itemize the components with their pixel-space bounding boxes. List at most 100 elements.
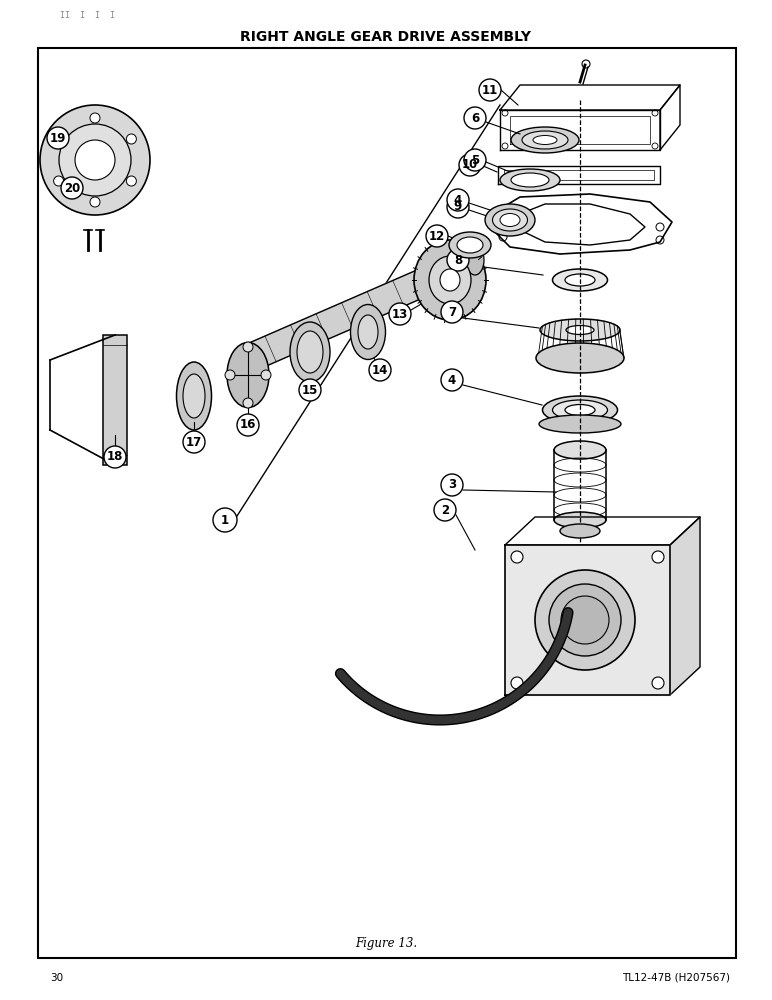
Text: 6: 6 (471, 111, 479, 124)
Circle shape (369, 359, 391, 381)
Circle shape (434, 499, 456, 521)
Text: 4: 4 (454, 194, 462, 207)
Circle shape (183, 431, 205, 453)
Circle shape (261, 370, 271, 380)
Ellipse shape (535, 570, 635, 670)
Ellipse shape (493, 209, 527, 231)
Text: 8: 8 (454, 253, 462, 266)
Ellipse shape (566, 326, 594, 334)
Text: 14: 14 (372, 363, 388, 376)
Ellipse shape (227, 342, 269, 408)
Circle shape (426, 225, 448, 247)
Circle shape (53, 176, 63, 186)
Circle shape (447, 196, 469, 218)
Text: 19: 19 (50, 131, 66, 144)
Text: 11: 11 (482, 84, 498, 97)
Circle shape (511, 551, 523, 563)
Ellipse shape (449, 232, 491, 258)
Circle shape (656, 223, 664, 231)
Circle shape (237, 414, 259, 436)
Circle shape (464, 149, 486, 171)
Text: 16: 16 (240, 418, 256, 432)
Ellipse shape (554, 512, 606, 528)
Text: RIGHT ANGLE GEAR DRIVE ASSEMBLY: RIGHT ANGLE GEAR DRIVE ASSEMBLY (241, 30, 531, 44)
Ellipse shape (358, 315, 378, 349)
Circle shape (511, 677, 523, 689)
Circle shape (447, 189, 469, 211)
Circle shape (652, 677, 664, 689)
Text: 2: 2 (441, 504, 449, 516)
Ellipse shape (40, 105, 150, 215)
Circle shape (243, 342, 253, 352)
Circle shape (127, 134, 137, 144)
Ellipse shape (511, 173, 549, 187)
Ellipse shape (414, 240, 486, 320)
Circle shape (499, 213, 507, 221)
Ellipse shape (350, 304, 385, 360)
Circle shape (447, 249, 469, 271)
Ellipse shape (500, 169, 560, 191)
Circle shape (213, 508, 237, 532)
Ellipse shape (183, 374, 205, 418)
Circle shape (299, 379, 321, 401)
Polygon shape (670, 517, 700, 695)
Text: 10: 10 (462, 158, 478, 172)
Circle shape (499, 233, 507, 241)
Text: 15: 15 (302, 383, 318, 396)
Circle shape (225, 370, 235, 380)
Text: 9: 9 (454, 200, 462, 214)
Circle shape (127, 176, 137, 186)
Ellipse shape (539, 415, 621, 433)
Text: II  I  I  I: II I I I (60, 10, 115, 19)
Ellipse shape (297, 331, 323, 373)
Ellipse shape (457, 237, 483, 253)
Polygon shape (239, 247, 481, 373)
Ellipse shape (429, 256, 471, 304)
Circle shape (441, 369, 463, 391)
Ellipse shape (440, 269, 460, 291)
Text: Figure 13.: Figure 13. (355, 936, 417, 950)
Circle shape (656, 236, 664, 244)
Circle shape (243, 398, 253, 408)
Circle shape (502, 143, 508, 149)
Ellipse shape (290, 322, 330, 382)
Circle shape (652, 110, 658, 116)
Circle shape (441, 301, 463, 323)
Circle shape (582, 60, 590, 68)
Text: 7: 7 (448, 306, 456, 318)
Ellipse shape (177, 362, 212, 430)
Ellipse shape (553, 269, 608, 291)
Ellipse shape (565, 404, 595, 416)
Text: 3: 3 (448, 479, 456, 491)
Ellipse shape (549, 584, 621, 656)
Ellipse shape (560, 524, 600, 538)
Ellipse shape (565, 274, 595, 286)
Text: 5: 5 (471, 153, 479, 166)
Ellipse shape (75, 140, 115, 180)
Text: 13: 13 (392, 308, 408, 320)
Bar (103, 335, 127, 465)
Circle shape (502, 110, 508, 116)
Ellipse shape (536, 343, 624, 373)
Text: 4: 4 (448, 373, 456, 386)
Ellipse shape (500, 214, 520, 227)
Ellipse shape (485, 204, 535, 236)
Circle shape (479, 79, 501, 101)
Circle shape (104, 446, 126, 468)
Ellipse shape (543, 396, 618, 424)
Circle shape (459, 154, 481, 176)
Ellipse shape (533, 135, 557, 144)
Circle shape (53, 134, 63, 144)
Circle shape (389, 303, 411, 325)
Ellipse shape (59, 124, 131, 196)
Text: 1: 1 (221, 514, 229, 526)
Circle shape (47, 127, 69, 149)
Circle shape (90, 197, 100, 207)
Text: 17: 17 (186, 436, 202, 448)
Ellipse shape (554, 441, 606, 459)
Ellipse shape (553, 400, 608, 420)
Ellipse shape (561, 596, 609, 644)
Ellipse shape (522, 131, 568, 149)
Circle shape (652, 143, 658, 149)
Text: 20: 20 (64, 182, 80, 194)
